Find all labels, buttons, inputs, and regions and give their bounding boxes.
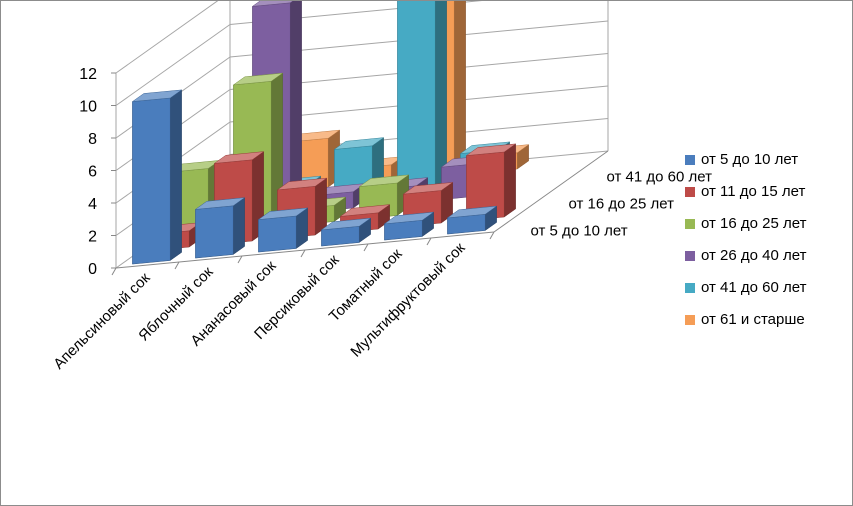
y-tick-label: 12 bbox=[79, 66, 97, 83]
bar-front bbox=[132, 97, 171, 265]
legend-label: от 26 до 40 лет bbox=[701, 247, 807, 264]
x-tick bbox=[300, 249, 306, 258]
bar-top bbox=[402, 182, 454, 195]
bar-front bbox=[195, 205, 234, 259]
legend-label: от 5 до 10 лет bbox=[701, 151, 799, 168]
y-tick-label: 8 bbox=[88, 131, 97, 148]
bar bbox=[131, 89, 183, 265]
bar bbox=[257, 207, 309, 253]
bar-top bbox=[251, 1, 294, 7]
bar-top bbox=[446, 205, 498, 219]
depth-tick-label: от 5 до 10 лет bbox=[531, 222, 628, 239]
bar-top bbox=[358, 174, 410, 187]
bar-top bbox=[339, 204, 391, 217]
bar-side bbox=[232, 197, 245, 255]
legend-label: от 61 и старше bbox=[701, 311, 805, 328]
bar-front bbox=[258, 215, 297, 253]
depth-axis bbox=[493, 150, 609, 233]
bar-top bbox=[320, 217, 372, 231]
legend-swatch bbox=[685, 251, 695, 261]
legend-swatch bbox=[685, 187, 695, 197]
bar-top bbox=[465, 143, 517, 156]
legend-swatch bbox=[685, 219, 695, 229]
y-tick-label: 6 bbox=[88, 164, 97, 181]
legend-swatch bbox=[685, 315, 695, 325]
depth-tick-label: от 41 до 60 лет bbox=[607, 168, 713, 185]
bar-side bbox=[434, 1, 447, 189]
bar bbox=[465, 143, 517, 221]
bar-side bbox=[503, 143, 516, 218]
bar-top bbox=[257, 207, 309, 220]
x-tick bbox=[111, 267, 117, 276]
y-tick-label: 4 bbox=[88, 196, 97, 213]
depth-tick-label: от 16 до 25 лет bbox=[569, 195, 675, 212]
bar bbox=[194, 197, 246, 259]
x-tick bbox=[363, 243, 369, 252]
bar bbox=[397, 1, 447, 193]
bar-top bbox=[276, 177, 328, 191]
y-tick-label: 10 bbox=[79, 99, 97, 116]
y-tick-label: 0 bbox=[88, 261, 97, 278]
bar bbox=[446, 205, 498, 235]
x-tick-label: Мультифруктовый сок bbox=[347, 239, 468, 360]
x-tick bbox=[489, 231, 495, 240]
bar-side bbox=[453, 1, 466, 176]
gridline-side bbox=[115, 1, 219, 74]
bar-top bbox=[131, 89, 183, 102]
bar-top bbox=[333, 137, 385, 150]
bar-top bbox=[213, 151, 265, 164]
x-tick bbox=[426, 237, 432, 246]
bar-side bbox=[169, 89, 182, 261]
x-tick bbox=[237, 255, 243, 264]
bar-top bbox=[194, 197, 246, 210]
bar-front bbox=[397, 1, 436, 193]
legend-label: от 11 до 15 лет bbox=[701, 183, 806, 200]
bar-top bbox=[383, 211, 435, 225]
x-tick bbox=[174, 261, 180, 270]
legend-label: от 16 до 25 лет bbox=[701, 215, 807, 232]
y-tick-label: 2 bbox=[88, 229, 97, 246]
x-tick-label: Апельсиновый сок bbox=[50, 269, 153, 372]
legend-label: от 41 до 60 лет bbox=[701, 279, 807, 296]
bar-side bbox=[314, 177, 327, 236]
legend-swatch bbox=[685, 155, 695, 165]
bar bbox=[383, 211, 435, 241]
bar-top bbox=[232, 72, 284, 86]
bar bbox=[320, 217, 372, 247]
gridline-side bbox=[115, 24, 231, 106]
legend-swatch bbox=[685, 283, 695, 293]
